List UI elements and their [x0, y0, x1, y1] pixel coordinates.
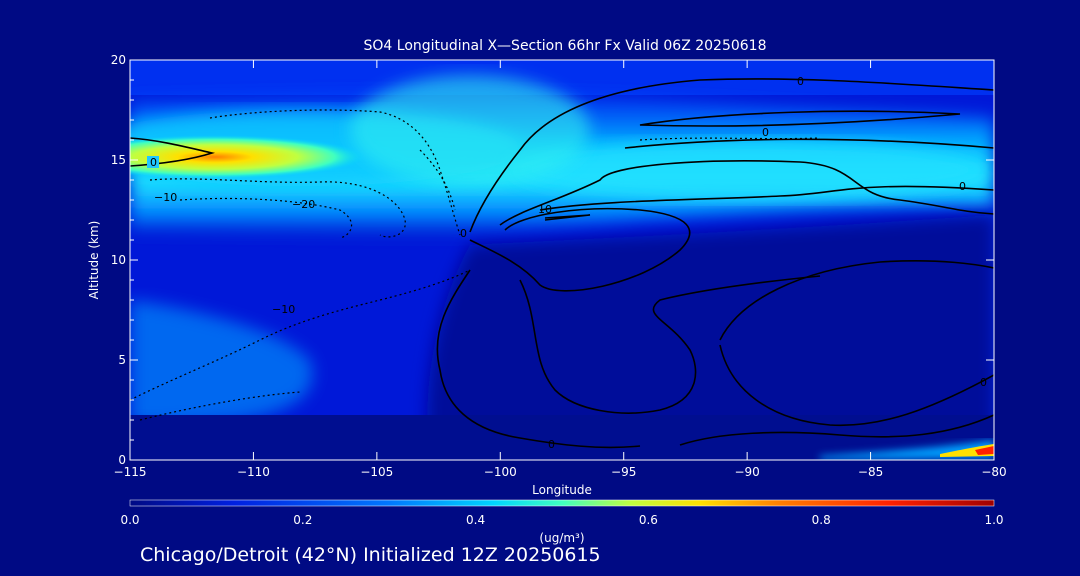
footer-caption: Chicago/Detroit (42°N) Initialized 12Z 2… — [140, 544, 601, 566]
contour-dotted-1 — [209, 109, 461, 236]
x-tick-label: −100 — [484, 465, 517, 479]
x-tick-label: −90 — [734, 465, 759, 479]
x-tick-label: −105 — [360, 465, 393, 479]
contour-label: 10 — [538, 203, 552, 216]
y-tick-label: 5 — [118, 353, 126, 367]
contour-label: −10 — [272, 303, 295, 316]
contour-small — [544, 214, 591, 221]
heatmap-upper-mid — [350, 75, 590, 185]
contour-dotted-lines — [130, 109, 821, 421]
contour-label: 0 — [797, 75, 804, 88]
colorbar-unit-label: (ug/m³) — [539, 531, 584, 545]
heatmap-upper-east — [510, 140, 990, 200]
contour-label: 0 — [762, 126, 769, 139]
y-axis: 0 5 10 15 20 — [111, 53, 994, 467]
heatmap-top-band — [130, 60, 994, 95]
colorbar-tick-label: 1.0 — [984, 513, 1003, 527]
colorbar-axis: 0.0 0.2 0.4 0.6 0.8 1.0 — [120, 513, 1003, 527]
y-tick-label: 0 — [118, 453, 126, 467]
contour-zero-upper — [469, 78, 994, 233]
contour-dotted-2 — [149, 178, 406, 238]
x-tick-label: −110 — [237, 465, 270, 479]
y-tick-label: 10 — [111, 253, 126, 267]
y-tick-label: 15 — [111, 153, 126, 167]
contour-label: 0 — [980, 376, 987, 389]
chart-title: SO4 Longitudinal X—Section 66hr Fx Valid… — [364, 38, 767, 54]
contour-label: −20 — [292, 198, 315, 211]
contour-dotted-7 — [639, 137, 821, 141]
colorbar-tick-label: 0.0 — [120, 513, 139, 527]
contour-label: 0 — [150, 156, 157, 169]
heatmap-surface-band — [130, 415, 994, 460]
contour-label: 0 — [959, 180, 966, 193]
x-axis: −115 −110 −105 −100 −95 −90 −85 −80 — [114, 60, 1007, 479]
x-tick-label: −95 — [611, 465, 636, 479]
y-axis-label: Altitude (km) — [87, 221, 101, 300]
colorbar-tick-label: 0.6 — [639, 513, 658, 527]
contour-labels: 0 −10 −20 −10 0 10 0 0 0 0 0 — [147, 75, 987, 451]
contour-ten — [539, 185, 994, 211]
contour-loop-mid — [469, 207, 691, 292]
contour-surface-east — [679, 414, 994, 446]
contour-zero-mid — [624, 138, 994, 149]
contour-label-bg — [147, 156, 159, 168]
contour-lines — [130, 78, 994, 449]
contour-lower-east — [719, 344, 994, 427]
contour-lower-mid — [519, 275, 821, 414]
heatmap-hotspot — [130, 135, 365, 179]
heatmap-surface-plume-peak — [975, 446, 994, 455]
contour-lower-east-top — [719, 260, 994, 341]
contour-upper-east — [499, 160, 994, 226]
y-tick-label: 20 — [111, 53, 126, 67]
x-tick-label: −80 — [981, 465, 1006, 479]
colorbar-tick-label: 0.8 — [812, 513, 831, 527]
colorbar-tick-label: 0.2 — [293, 513, 312, 527]
contour-label: 0 — [548, 438, 555, 451]
contour-dotted-5 — [139, 391, 301, 421]
contour-dotted-3 — [179, 197, 353, 239]
colorbar-tick-label: 0.4 — [466, 513, 485, 527]
x-tick-label: −85 — [858, 465, 883, 479]
heatmap-dark-region — [427, 215, 994, 460]
heatmap-field — [130, 60, 994, 460]
x-tick-label: −115 — [114, 465, 147, 479]
heatmap-lower-west — [130, 300, 313, 425]
contour-lower-left — [436, 269, 641, 449]
x-axis-label: Longitude — [532, 483, 592, 497]
contour-label: −10 — [154, 191, 177, 204]
colorbar — [129, 499, 995, 507]
contour-zero-inner — [639, 110, 961, 127]
contour-label: 0 — [460, 227, 467, 240]
